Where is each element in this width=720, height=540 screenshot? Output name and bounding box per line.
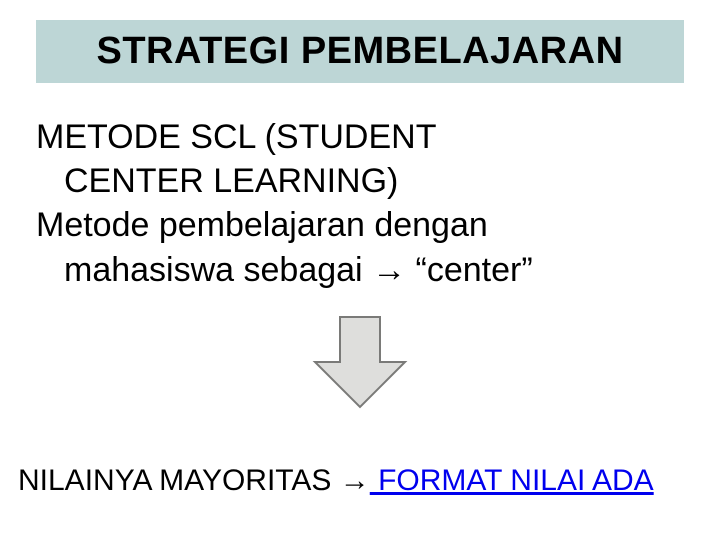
- title-banner: STRATEGI PEMBELAJARAN: [36, 20, 684, 83]
- footer-line: NILAINYA MAYORITAS → FORMAT NILAI ADA: [18, 464, 702, 498]
- body-line-4: mahasiswa sebagai → “center”: [36, 248, 684, 292]
- body-line-3: Metode pembelajaran dengan: [36, 203, 684, 247]
- down-arrow-container: [0, 312, 720, 412]
- body-line-2: CENTER LEARNING): [36, 159, 684, 203]
- body-line-1: METODE SCL (STUDENT: [36, 115, 684, 159]
- body-text-block: METODE SCL (STUDENT CENTER LEARNING) Met…: [36, 115, 684, 292]
- right-arrow-glyph: →: [340, 464, 370, 497]
- right-arrow-glyph: →: [372, 251, 406, 289]
- down-block-arrow-icon: [310, 312, 410, 412]
- footer-prefix: NILAINYA MAYORITAS: [18, 464, 340, 497]
- footer-link[interactable]: FORMAT NILAI ADA: [370, 464, 654, 497]
- body-line-4-suffix: “center”: [406, 251, 533, 289]
- body-line-4-prefix: mahasiswa sebagai: [64, 251, 372, 289]
- page-title: STRATEGI PEMBELAJARAN: [50, 30, 670, 73]
